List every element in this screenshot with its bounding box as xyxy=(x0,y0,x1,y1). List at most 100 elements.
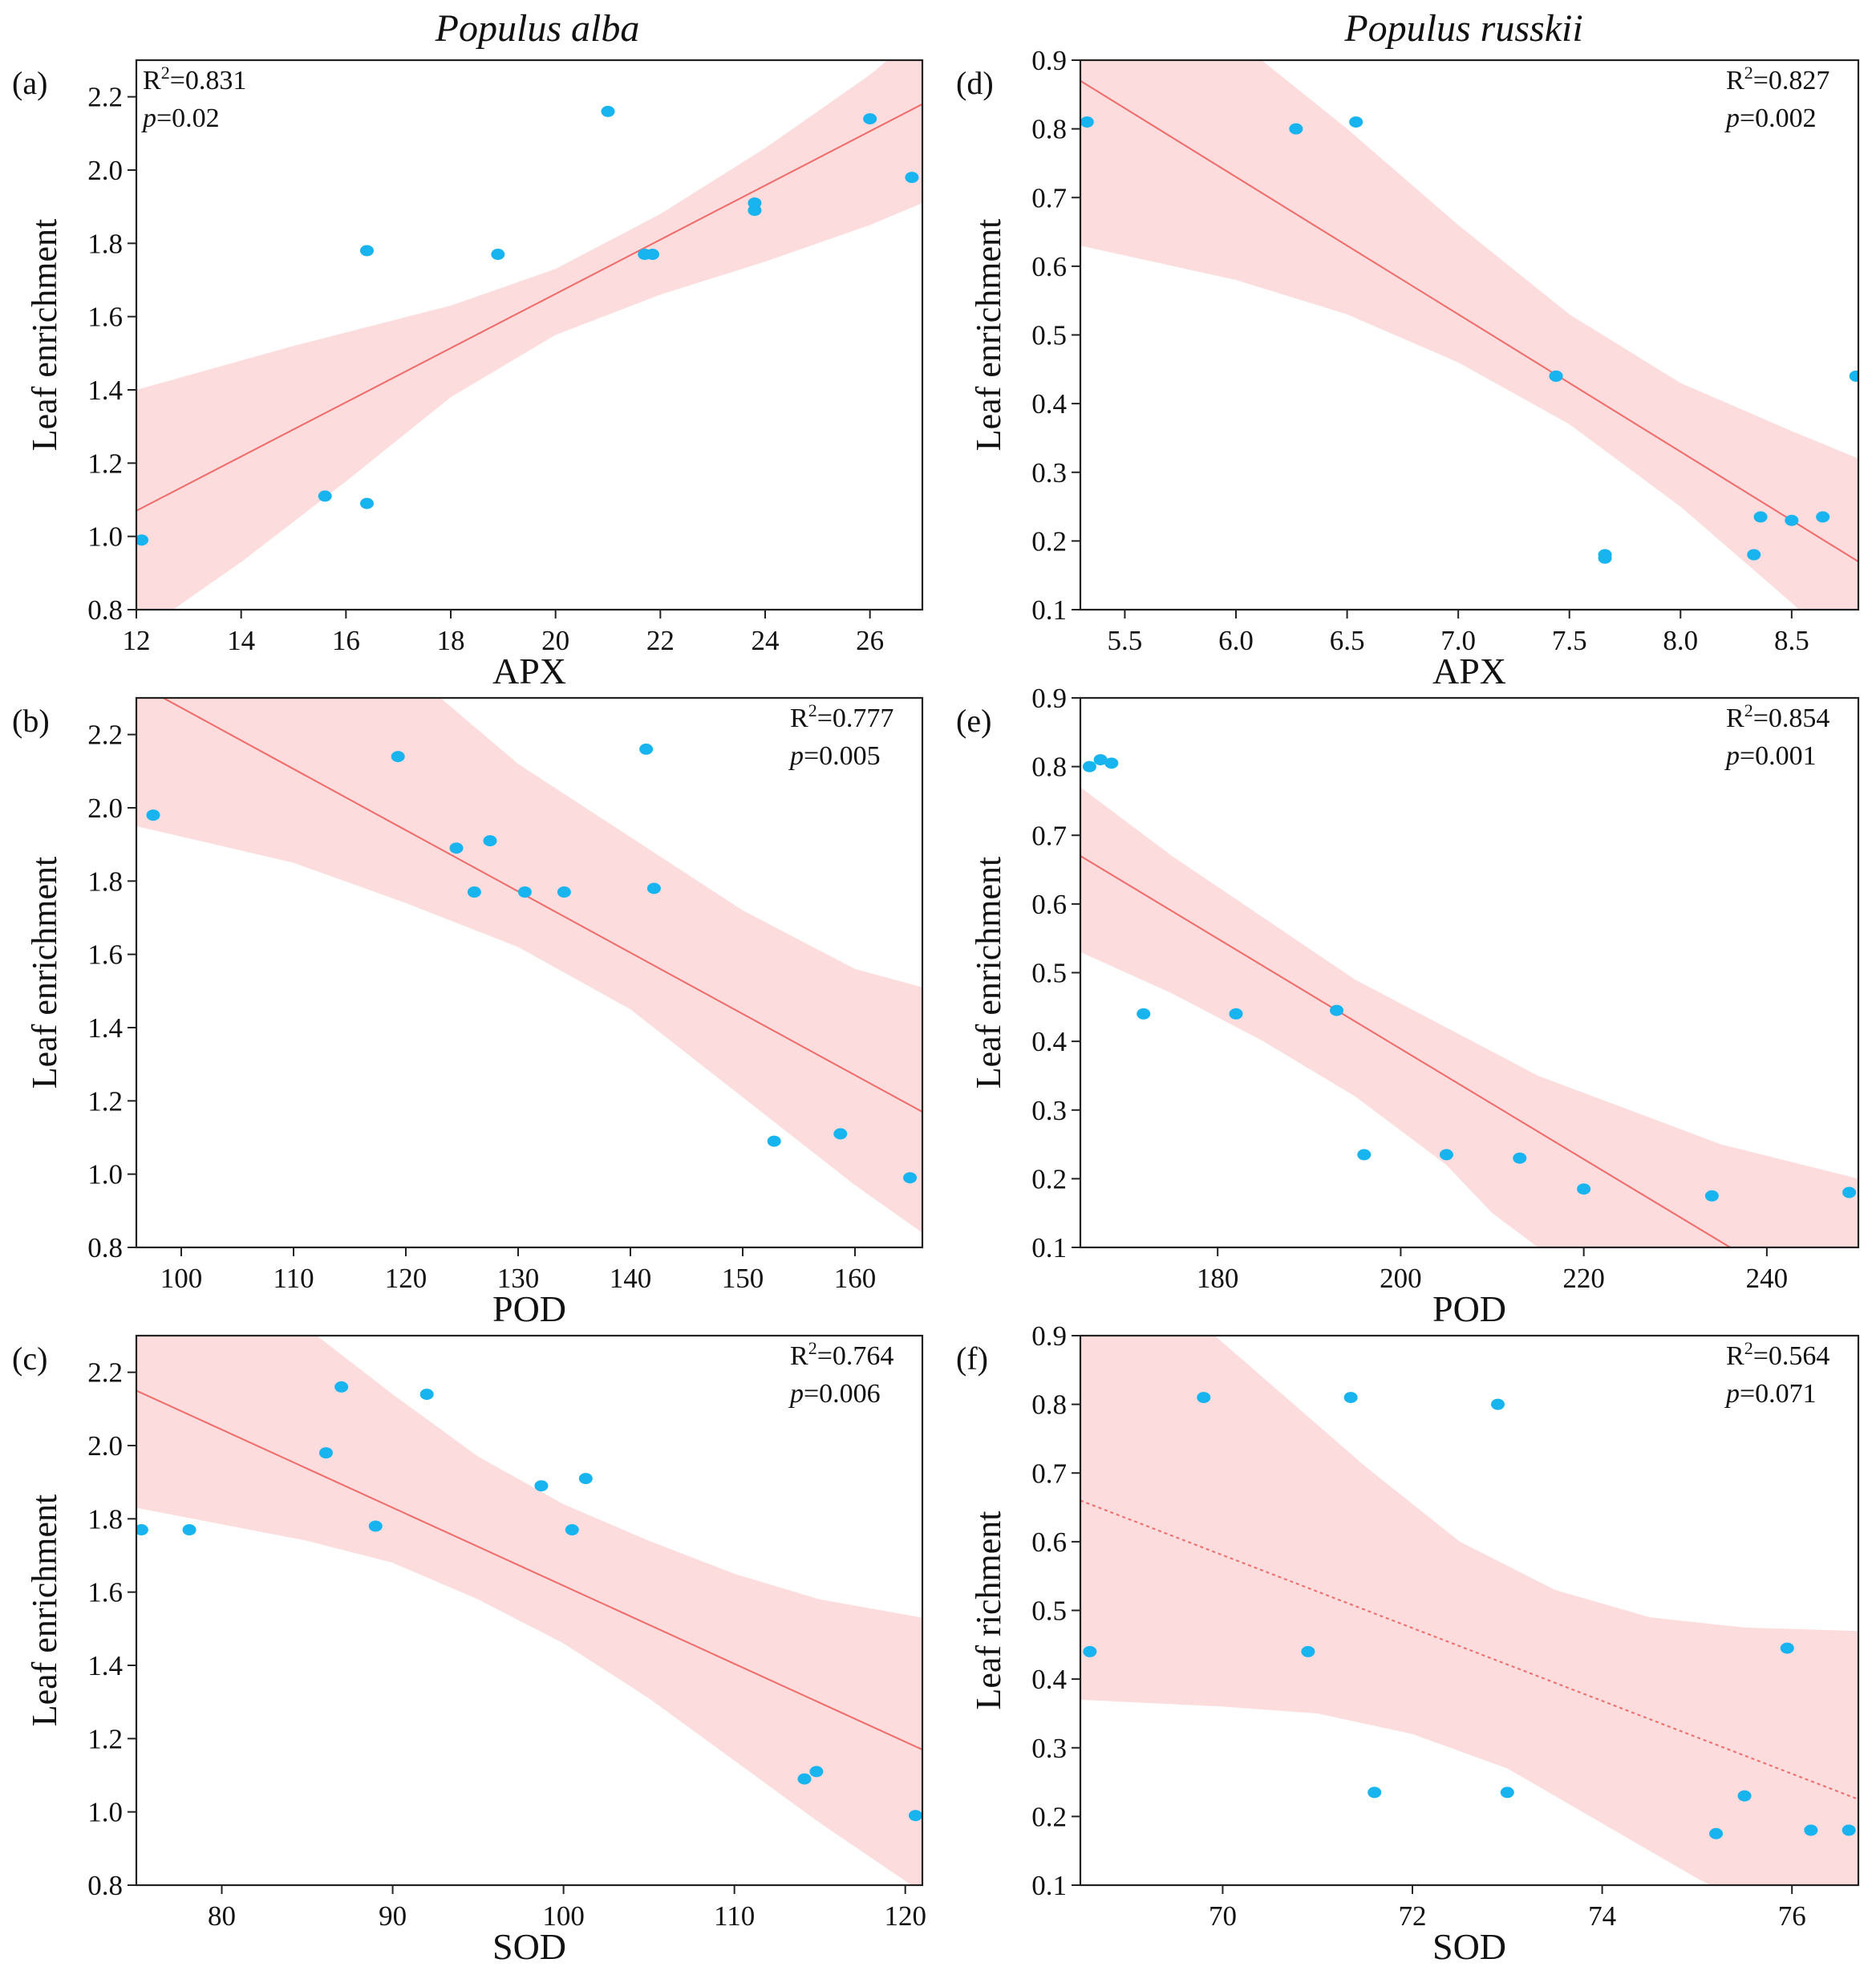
x-tick-label: 240 xyxy=(1746,1263,1789,1294)
plot-area xyxy=(136,698,922,1233)
panel-label: (b) xyxy=(12,703,50,739)
y-tick-label: 1.2 xyxy=(87,448,123,479)
data-point xyxy=(1104,757,1119,769)
data-point xyxy=(1842,1186,1857,1198)
y-tick-label: 1.2 xyxy=(87,1085,123,1117)
data-point xyxy=(368,1520,383,1532)
x-tick-label: 120 xyxy=(385,1263,427,1294)
plot-frame xyxy=(135,1334,924,1887)
data-point xyxy=(1709,1827,1724,1839)
confidence-band xyxy=(1080,787,1858,1247)
data-point xyxy=(483,835,497,847)
p-value-annotation: p=0.005 xyxy=(788,741,881,771)
x-tick-label: 200 xyxy=(1380,1263,1422,1294)
p-value-annotation: p=0.006 xyxy=(788,1379,881,1409)
y-tick-label: 0.2 xyxy=(1031,1801,1067,1832)
data-point xyxy=(1082,760,1096,773)
x-tick-label: 90 xyxy=(379,1900,407,1932)
plot-area xyxy=(136,1336,922,1885)
data-point xyxy=(467,886,481,898)
data-point xyxy=(1080,116,1094,128)
y-tick-label: 0.9 xyxy=(1031,683,1067,714)
data-point xyxy=(601,105,615,117)
x-tick-label: 16 xyxy=(332,625,360,656)
p-value-annotation: p=0.001 xyxy=(1724,741,1817,771)
y-tick-label: 0.2 xyxy=(1031,525,1067,557)
y-tick-label: 1.8 xyxy=(87,228,123,259)
regression-line xyxy=(161,698,922,1113)
data-point xyxy=(1842,1824,1856,1836)
y-tick-label: 0.7 xyxy=(1031,182,1067,213)
x-tick-label: 160 xyxy=(834,1263,877,1294)
y-tick-label: 0.5 xyxy=(1031,958,1067,989)
plot-frame xyxy=(135,696,924,1249)
panel-label: (e) xyxy=(956,703,991,739)
p-value-annotation: p=0.071 xyxy=(1724,1379,1817,1409)
panel-label: (a) xyxy=(12,65,47,101)
x-axis-label: SOD xyxy=(1432,1926,1506,1967)
y-tick-label: 0.8 xyxy=(87,1870,123,1901)
data-point xyxy=(1747,549,1761,561)
confidence-band xyxy=(136,1336,922,1885)
x-tick-label: 100 xyxy=(160,1263,203,1294)
plot-area xyxy=(1080,60,1858,610)
r-squared-annotation: R2=0.827 xyxy=(1726,63,1829,95)
y-tick-label: 1.0 xyxy=(87,521,123,553)
r-squared-annotation: R2=0.764 xyxy=(790,1338,893,1371)
x-tick-label: 8.5 xyxy=(1774,625,1809,656)
data-point xyxy=(1849,370,1858,382)
plot-frame xyxy=(135,59,924,611)
data-point xyxy=(903,1172,918,1184)
data-point xyxy=(391,751,405,763)
y-tick-label: 0.4 xyxy=(1031,388,1067,420)
x-tick-label: 74 xyxy=(1588,1900,1616,1932)
data-point xyxy=(905,172,919,184)
y-tick-label: 0.1 xyxy=(1031,1232,1067,1263)
y-tick-label: 0.5 xyxy=(1031,1596,1067,1627)
y-tick-label: 0.9 xyxy=(1031,1320,1067,1352)
plot-area xyxy=(136,60,922,610)
panel-label: (f) xyxy=(956,1340,988,1377)
x-tick-label: 22 xyxy=(646,625,675,656)
x-tick-label: 12 xyxy=(123,625,151,656)
x-tick-label: 14 xyxy=(227,625,255,656)
data-point xyxy=(318,490,332,502)
data-point xyxy=(565,1524,579,1536)
data-point xyxy=(1513,1152,1527,1164)
x-tick-label: 26 xyxy=(856,625,884,656)
data-point xyxy=(1490,1398,1505,1410)
data-point xyxy=(833,1128,848,1140)
data-point xyxy=(359,245,374,257)
chart-panel-c: 0.8 1.0 1.2 1.4 1.6 1.8 2.0 2.2 80 90 100 110 120 SOD… xyxy=(12,1334,926,1967)
confidence-band xyxy=(1080,60,1858,610)
y-tick-label: 1.6 xyxy=(87,1577,123,1608)
y-tick-label: 0.6 xyxy=(1031,889,1067,920)
x-axis-label: APX xyxy=(1432,651,1506,691)
regression-line xyxy=(136,1389,922,1750)
regression-line xyxy=(136,103,922,512)
x-tick-label: 80 xyxy=(208,1900,236,1932)
y-tick-label: 0.2 xyxy=(1031,1163,1067,1194)
y-tick-label: 0.8 xyxy=(1031,114,1067,145)
data-point xyxy=(449,842,464,854)
x-tick-label: 100 xyxy=(542,1900,585,1932)
data-point xyxy=(767,1135,781,1147)
y-tick-label: 1.6 xyxy=(87,939,123,971)
x-tick-label: 20 xyxy=(541,625,569,656)
y-tick-label: 0.5 xyxy=(1031,320,1067,351)
x-tick-label: 140 xyxy=(610,1263,652,1294)
x-tick-label: 180 xyxy=(1197,1263,1239,1294)
data-point xyxy=(1197,1392,1211,1404)
data-point xyxy=(1301,1645,1315,1657)
y-tick-label: 0.4 xyxy=(1031,1664,1067,1695)
y-tick-label: 2.0 xyxy=(87,1430,123,1462)
data-point xyxy=(1577,1183,1591,1195)
r-squared-annotation: R2=0.777 xyxy=(790,700,893,733)
y-tick-label: 2.2 xyxy=(87,1357,123,1389)
data-point xyxy=(557,886,571,898)
data-point xyxy=(1737,1790,1752,1802)
x-tick-label: 72 xyxy=(1399,1900,1427,1932)
x-tick-label: 7.5 xyxy=(1552,625,1587,656)
x-tick-label: 150 xyxy=(722,1263,764,1294)
